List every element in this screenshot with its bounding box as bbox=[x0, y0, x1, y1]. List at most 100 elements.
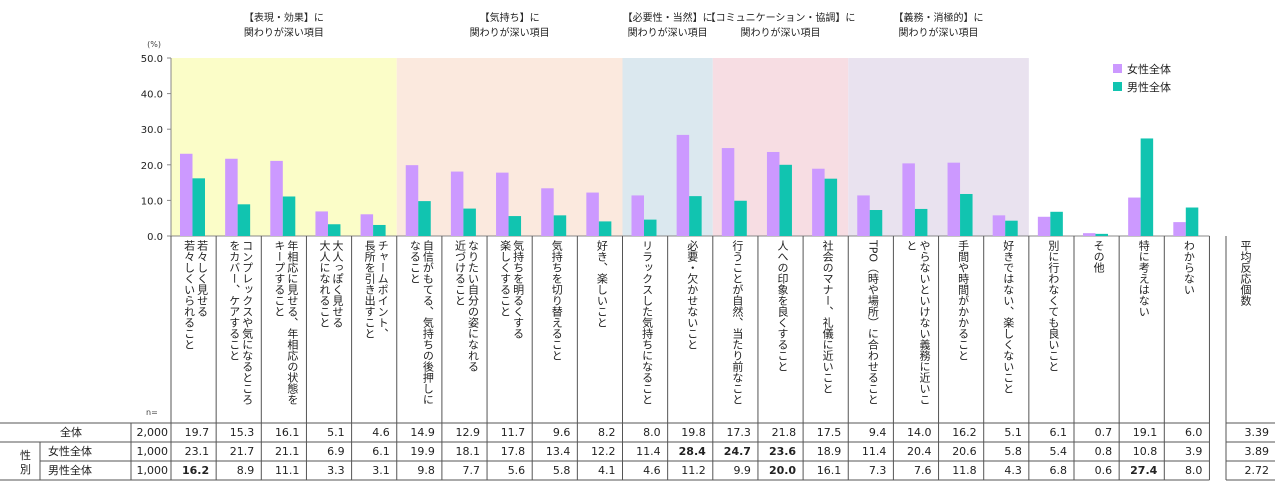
legend-swatch bbox=[1113, 82, 1122, 91]
bar-marks bbox=[180, 134, 1199, 236]
table-cell: 4.6 bbox=[372, 426, 390, 439]
table-cell: 3.9 bbox=[1184, 445, 1203, 458]
group-band bbox=[396, 58, 623, 236]
category-label: リラックスした気持ちになること bbox=[640, 240, 654, 405]
table-cell: 11.4 bbox=[636, 445, 661, 458]
legend-label: 男性全体 bbox=[1127, 80, 1171, 94]
y-tick-label: 30.0 bbox=[141, 125, 163, 136]
bar-female bbox=[1083, 233, 1096, 236]
table-cell: 11.1 bbox=[274, 464, 300, 477]
bar-female bbox=[360, 214, 374, 236]
category-label: 年相応に見せる、年相応の状態を キープすること bbox=[272, 240, 299, 405]
bar-male bbox=[418, 201, 431, 236]
category-label: 若々しく見せる 若々しくいられること bbox=[182, 240, 209, 350]
bar-male bbox=[1005, 220, 1018, 236]
category-label: チャームポイント、 長所を引き出すこと bbox=[363, 240, 390, 339]
group-title: 【気持ち】に bbox=[480, 11, 540, 24]
category-group-titles: 【表現・効果】に関わりが深い項目【気持ち】に関わりが深い項目【必要性・当然】に関… bbox=[244, 11, 984, 39]
bar-female bbox=[947, 162, 961, 236]
table-cell: 19.7 bbox=[184, 426, 210, 439]
table-row-label: 女性全体 bbox=[48, 445, 92, 458]
category-label: 特に考えはない bbox=[1137, 240, 1151, 317]
category-label: 気持ちを明るくする 楽しくすること bbox=[498, 240, 525, 339]
category-label: 行うことが自然、当たり前なこと bbox=[730, 240, 744, 405]
table-cell: 6.8 bbox=[1049, 464, 1067, 477]
bar-male bbox=[1095, 233, 1108, 236]
bar-female bbox=[766, 151, 780, 236]
bar-male bbox=[689, 196, 702, 236]
bar-female bbox=[180, 153, 193, 236]
table-cell: 15.3 bbox=[229, 426, 255, 439]
category-label: 手間や時間がかかること bbox=[956, 240, 970, 361]
bar-male bbox=[237, 204, 251, 236]
table-cell: 21.7 bbox=[229, 445, 255, 458]
group-subtitle: 関わりが深い項目 bbox=[899, 26, 979, 39]
bar-female bbox=[631, 195, 644, 236]
table-n-cell: 1,000 bbox=[136, 464, 169, 477]
table-cell: 7.6 bbox=[914, 464, 932, 477]
bar-female bbox=[541, 188, 554, 236]
table-cell: 11.4 bbox=[861, 445, 887, 458]
table-cell: 24.7 bbox=[723, 445, 751, 458]
bar-male bbox=[779, 164, 792, 236]
table-cell: 12.2 bbox=[590, 445, 616, 458]
group-band bbox=[848, 58, 1029, 236]
group-title: 【コミュニケーション・協調】に bbox=[706, 11, 856, 24]
bar-male bbox=[282, 196, 296, 236]
table-cell: 8.2 bbox=[597, 426, 616, 439]
category-label: やらないといけない義務に近いこ と bbox=[904, 240, 931, 405]
y-axis-label: (%) bbox=[147, 40, 161, 49]
group-subtitle: 関わりが深い項目 bbox=[244, 26, 324, 39]
y-tick-label: 10.0 bbox=[141, 196, 163, 207]
table-cell: 19.8 bbox=[681, 426, 706, 439]
table-cell: 9.9 bbox=[733, 464, 751, 477]
bar-male bbox=[1050, 211, 1063, 236]
table-cell: 11.7 bbox=[500, 426, 526, 439]
table-cell: 5.8 bbox=[552, 464, 571, 477]
category-label: 自信がもてる、気持ちの後押しに なること bbox=[408, 240, 435, 405]
table-cell: 11.8 bbox=[952, 464, 977, 477]
table-cell: 7.3 bbox=[868, 464, 887, 477]
bar-male bbox=[960, 193, 973, 236]
table-cell: 16.2 bbox=[952, 426, 977, 439]
bar-female bbox=[1173, 222, 1186, 236]
table-cell: 0.7 bbox=[1094, 426, 1113, 439]
table-cell: 17.5 bbox=[816, 426, 842, 439]
bar-female bbox=[812, 168, 825, 236]
table-cell: 6.1 bbox=[372, 445, 390, 458]
bar-male bbox=[508, 216, 522, 236]
table-avg-cell: 2.72 bbox=[1244, 464, 1270, 477]
table-cell: 5.8 bbox=[1004, 445, 1022, 458]
category-label: コンプレックスや気になるところ をカバー、ケアすること bbox=[227, 240, 254, 405]
table-cell: 14.9 bbox=[410, 426, 435, 439]
table-cell: 21.1 bbox=[274, 445, 300, 458]
bar-male bbox=[192, 178, 205, 236]
table-cell: 3.1 bbox=[372, 464, 390, 477]
category-label: TPO（時や場所）に合わせること bbox=[866, 240, 880, 406]
group-title: 【義務・消極的】に bbox=[894, 11, 984, 24]
table-cell: 10.8 bbox=[1132, 445, 1158, 458]
table-cell: 16.2 bbox=[182, 464, 210, 477]
table-cell: 17.8 bbox=[500, 445, 526, 458]
table-row-label: 男性全体 bbox=[48, 464, 92, 477]
table-cell: 23.6 bbox=[768, 445, 797, 458]
table-cell: 18.1 bbox=[455, 445, 481, 458]
table-cell: 6.9 bbox=[327, 445, 345, 458]
bar-female bbox=[315, 211, 328, 236]
bar-male bbox=[1140, 138, 1154, 236]
category-label: 気持ちを切り替えること bbox=[550, 240, 564, 361]
table-cell: 5.1 bbox=[1004, 426, 1022, 439]
bar-female bbox=[450, 171, 464, 236]
table-cell: 5.1 bbox=[327, 426, 345, 439]
table-cell: 16.1 bbox=[274, 426, 300, 439]
bar-female bbox=[405, 165, 419, 236]
bar-male bbox=[914, 208, 928, 236]
table-cell: 16.1 bbox=[816, 464, 842, 477]
bar-female bbox=[225, 158, 238, 236]
table-n-cell: 1,000 bbox=[136, 445, 169, 458]
table-cell: 20.0 bbox=[768, 464, 797, 477]
table-cell: 21.8 bbox=[771, 426, 797, 439]
table-cell: 4.1 bbox=[597, 464, 616, 477]
table-cell: 11.2 bbox=[681, 464, 706, 477]
